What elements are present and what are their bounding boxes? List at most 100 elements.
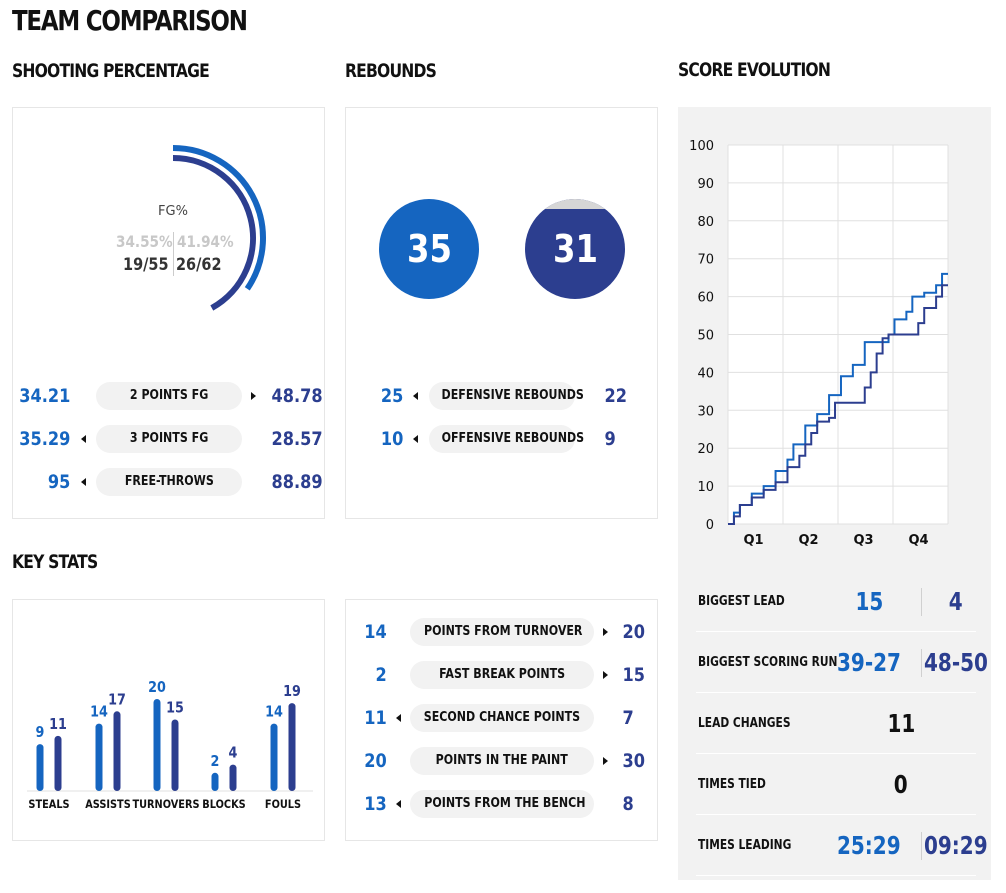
stat-label: OFFENSIVE REBOUNDS — [429, 425, 584, 453]
fg-arc-team2 — [172, 155, 256, 311]
bar-value-label: 14 — [265, 704, 283, 721]
fg-pct-team1: 34.55% — [116, 232, 173, 251]
score-stat-right-value: 09:29 — [924, 831, 988, 860]
x-tick-label: Q1 — [743, 533, 763, 548]
stat-label: SECOND CHANCE POINTS — [410, 704, 594, 732]
score-stat-right-value: 48-50 — [924, 648, 988, 677]
key-stats-rows-card: 14 POINTS FROM TURNOVER 20 2 FAST BREAK POIN… — [345, 599, 658, 841]
stat-left-value: 35.29 — [19, 428, 71, 450]
score-stat-value: 0 — [894, 770, 908, 799]
y-tick-label: 70 — [697, 253, 714, 268]
x-tick-label: Q4 — [908, 533, 928, 548]
score-stat-left-value: 15 — [855, 587, 883, 616]
stat-right-value: 15 — [622, 664, 645, 686]
stat-label: FREE-THROWS — [96, 468, 242, 496]
fg-made-team2: 26/62 — [176, 255, 222, 275]
score-stat-divider — [921, 588, 922, 616]
stat-row: 20 POINTS IN THE PAINT 30 — [346, 747, 657, 775]
bar-team1-assists — [95, 723, 103, 791]
bar-team2-steals — [54, 735, 62, 791]
y-tick-label: 90 — [697, 177, 714, 192]
bar-team2-blocks — [229, 764, 237, 791]
bar-team2-assists — [113, 711, 121, 791]
stat-right-value: 9 — [604, 428, 616, 450]
bar-category-label: ASSISTS — [85, 797, 131, 811]
stat-right-value: 22 — [604, 385, 627, 407]
stat-row: 95 FREE-THROWS 88.89 — [13, 468, 324, 496]
page-title: TEAM COMPARISON — [12, 4, 248, 37]
fg-gauge — [172, 145, 266, 311]
bar-category-label: BLOCKS — [202, 797, 245, 811]
stat-row: 35.29 3 POINTS FG 28.57 — [13, 425, 324, 453]
bar-value-label: 2 — [211, 753, 220, 770]
rebounds-heading: REBOUNDS — [345, 60, 437, 82]
stat-label: FAST BREAK POINTS — [410, 661, 594, 689]
stat-right-value: 20 — [622, 621, 645, 643]
y-tick-label: 100 — [689, 139, 714, 154]
bar-value-label: 9 — [36, 724, 45, 741]
fg-divider — [173, 232, 174, 276]
stat-left-value: 34.21 — [19, 385, 71, 407]
arrow-left-icon — [413, 392, 418, 400]
arrow-left-icon — [413, 435, 418, 443]
score-stat-label: BIGGEST SCORING RUN — [698, 655, 838, 670]
bar-value-label: 15 — [166, 700, 184, 717]
bar-value-label: 4 — [229, 745, 238, 762]
arrow-left-icon — [396, 714, 401, 722]
x-tick-label: Q3 — [853, 533, 873, 548]
stat-row: 10 OFFENSIVE REBOUNDS 9 — [346, 425, 657, 453]
y-tick-label: 0 — [706, 518, 714, 533]
score-stat-row: LEAD CHANGES 11 — [696, 694, 976, 754]
stat-left-value: 10 — [380, 428, 404, 450]
arrow-right-icon — [603, 757, 608, 765]
score-stat-right-value: 4 — [949, 587, 963, 616]
shooting-heading: SHOOTING PERCENTAGE — [12, 60, 210, 82]
bar-team2-fouls — [288, 703, 296, 791]
stat-label: 3 POINTS FG — [96, 425, 242, 453]
y-tick-label: 20 — [697, 442, 714, 457]
score-stat-divider — [921, 649, 922, 677]
bar-category-label: STEALS — [28, 797, 69, 811]
stat-right-value: 28.57 — [271, 428, 323, 450]
score-stat-divider — [921, 832, 922, 860]
fg-label: FG% — [158, 204, 188, 219]
stat-left-value: 25 — [380, 385, 404, 407]
stat-right-value: 7 — [622, 707, 634, 729]
stat-left-value: 95 — [47, 471, 71, 493]
rebounds-card: 35 31 25 DEFENSIVE REBOUNDS 22 10 OFFENSIVE … — [345, 107, 658, 519]
stat-right-value: 8 — [622, 793, 634, 815]
stat-right-value: 88.89 — [271, 471, 323, 493]
bar-team1-blocks — [211, 772, 219, 791]
stat-row: 14 POINTS FROM TURNOVER 20 — [346, 618, 657, 646]
stat-label: POINTS IN THE PAINT — [410, 747, 594, 775]
score-evolution-panel: 0 10 20 30 40 50 60 70 80 90 100 Q1 Q2 Q3 Q4 BIGGEST L… — [678, 107, 991, 880]
score-stat-left-value: 25:29 — [837, 831, 901, 860]
stat-row: 34.21 2 POINTS FG 48.78 — [13, 382, 324, 410]
arrow-left-icon — [81, 478, 86, 486]
y-tick-label: 10 — [697, 480, 714, 495]
score-stat-row: BIGGEST SCORING RUN 39-27 48-50 — [696, 633, 988, 693]
score-evolution-heading: SCORE EVOLUTION — [678, 59, 831, 81]
stat-left-value: 14 — [364, 621, 387, 643]
bar-value-label: 17 — [108, 691, 126, 708]
x-tick-label: Q2 — [798, 533, 818, 548]
stat-row: 11 SECOND CHANCE POINTS 7 — [346, 704, 657, 732]
stat-left-value: 20 — [364, 750, 387, 772]
bar-team1-fouls — [270, 723, 278, 791]
score-stat-label: TIMES LEADING — [698, 838, 792, 853]
bar-value-label: 20 — [148, 679, 166, 696]
stat-left-value: 13 — [364, 793, 387, 815]
stat-right-value: 48.78 — [271, 385, 323, 407]
key-stats-heading: KEY STATS — [12, 551, 98, 573]
bar-category-label: TURNOVERS — [132, 797, 199, 811]
arrow-right-icon — [251, 392, 256, 400]
stat-left-value: 11 — [364, 707, 387, 729]
arrow-left-icon — [396, 800, 401, 808]
score-evolution-chart: 0 10 20 30 40 50 60 70 80 90 100 Q1 Q2 Q3 Q4 — [689, 139, 949, 548]
arrow-right-icon — [603, 628, 608, 636]
shooting-card: FG% 34.55% 41.94% 19/55 26/62 34.21 2 POI… — [12, 107, 325, 519]
bar-team1-turnovers — [153, 699, 161, 791]
score-stat-value: 11 — [887, 709, 915, 738]
bar-team1-steals — [36, 744, 44, 791]
rebounds-team1-circle: 35 — [379, 199, 479, 299]
